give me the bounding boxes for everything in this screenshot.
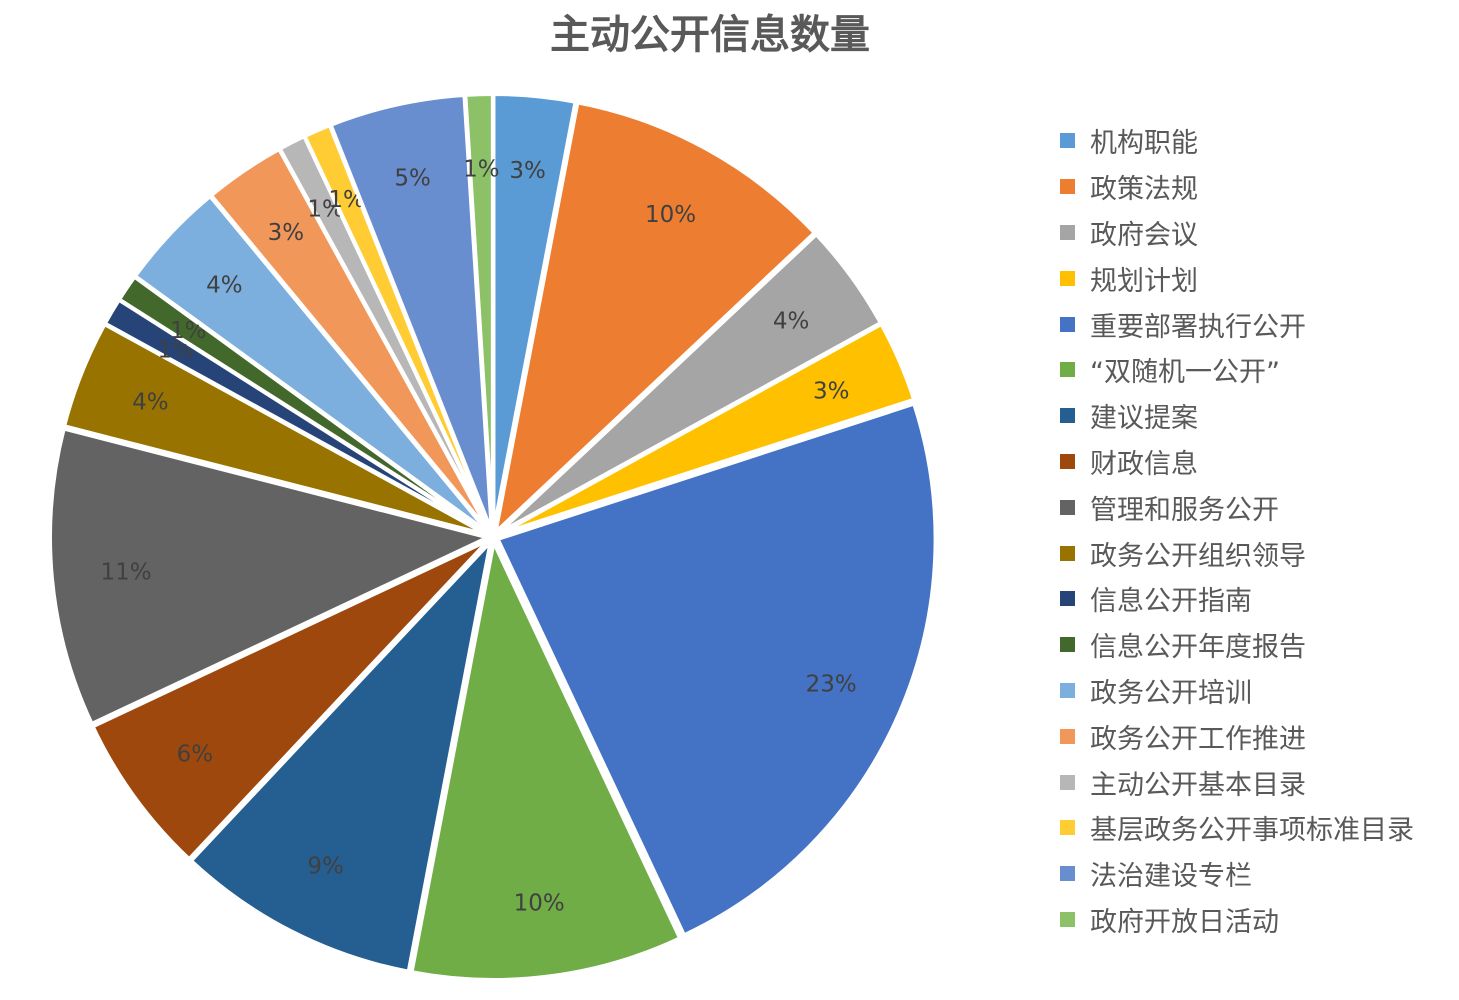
legend-label: “双随机一公开” [1090,357,1280,389]
legend-label: 机构职能 [1090,128,1198,160]
pie-slice [496,321,917,537]
legend-swatch [1060,133,1075,149]
legend-swatch [1060,820,1075,836]
legend-label: 政务公开工作推进 [1090,723,1306,755]
legend-label: 信息公开年度报告 [1090,632,1306,664]
pie-slice [89,538,491,863]
data-label: 10% [514,891,565,917]
legend-label: 政府会议 [1090,219,1198,251]
pie-slice [188,535,494,975]
pie-slice [463,92,495,533]
legend-label: 法治建设专栏 [1090,861,1252,893]
legend-swatch [1060,637,1075,653]
legend-swatch [1060,362,1075,378]
legend: 机构职能政策法规政府会议规划计划重要部署执行公开 “双随机一公开” 建议提案财政信息… [1060,118,1414,942]
legend-item: 信息公开年度报告 [1060,622,1414,668]
legend-label: 主动公开基本目录 [1090,769,1306,801]
legend-swatch [1060,774,1075,790]
data-label: 4% [132,389,169,415]
legend-item: 政府会议 [1060,210,1414,256]
pie-slice [492,100,818,539]
legend-swatch [1060,224,1075,240]
data-label: 10% [645,202,696,228]
legend-swatch [1060,545,1075,561]
legend-item: 财政信息 [1060,439,1414,485]
legend-label: 建议提案 [1090,403,1198,435]
legend-label: 管理和服务公开 [1090,494,1279,526]
legend-item: 主动公开基本目录 [1060,759,1414,805]
legend-item: 重要部署执行公开 [1060,301,1414,347]
legend-swatch [1060,499,1075,515]
legend-label: 财政信息 [1090,448,1198,480]
legend-label: 政务公开培训 [1090,677,1252,709]
chart-title: 主动公开信息数量 [550,11,870,58]
legend-label: 重要部署执行公开 [1090,311,1306,343]
legend-swatch [1060,682,1075,698]
legend-item: 建议提案 [1060,393,1414,439]
legend-label: 信息公开指南 [1090,586,1252,618]
pie-slice [48,426,494,727]
legend-label: 基层政务公开事项标准目录 [1090,815,1414,847]
pie-chart: 3%10%4%3%23%10%9%6%11%4%1%1%4%3%1%1%5% 1% [48,92,938,982]
legend-item: 政务公开组织领导 [1060,530,1414,576]
data-label: 4% [206,273,243,299]
legend-item: 政府开放日活动 [1060,897,1414,943]
legend-swatch [1060,453,1075,469]
legend-swatch [1060,866,1075,882]
data-label: 4% [773,308,810,334]
legend-swatch [1060,911,1075,927]
legend-item: “双随机一公开” [1060,347,1414,393]
legend-item: 机构职能 [1060,118,1414,164]
data-label: 23% [806,671,857,697]
legend-swatch [1060,591,1075,607]
legend-item: 政务公开培训 [1060,668,1414,714]
pie-slice [494,401,938,938]
data-label: 3% [509,158,546,184]
legend-item: 政务公开工作推进 [1060,713,1414,759]
legend-item: 基层政务公开事项标准目录 [1060,805,1414,851]
data-label: 6% [177,742,214,768]
legend-swatch [1060,179,1075,195]
legend-label: 政府开放日活动 [1090,906,1279,938]
data-label: 11% [101,560,152,586]
legend-item: 政策法规 [1060,164,1414,210]
legend-swatch [1060,408,1075,424]
data-label: 9% [307,853,344,879]
legend-label: 政策法规 [1090,174,1198,206]
data-label: 3% [813,379,850,405]
legend-item: 规划计划 [1060,255,1414,301]
data-label: 1% [463,157,500,183]
legend-swatch [1060,728,1075,744]
legend-item: 管理和服务公开 [1060,484,1414,530]
legend-label: 政务公开组织领导 [1090,540,1306,572]
legend-swatch [1060,270,1075,286]
legend-swatch [1060,316,1075,332]
legend-label: 规划计划 [1090,265,1198,297]
legend-item: 信息公开指南 [1060,576,1414,622]
data-label: 3% [268,220,305,246]
pie-slice [409,535,683,982]
data-label: 5% [394,165,431,191]
legend-item: 法治建设专栏 [1060,851,1414,897]
